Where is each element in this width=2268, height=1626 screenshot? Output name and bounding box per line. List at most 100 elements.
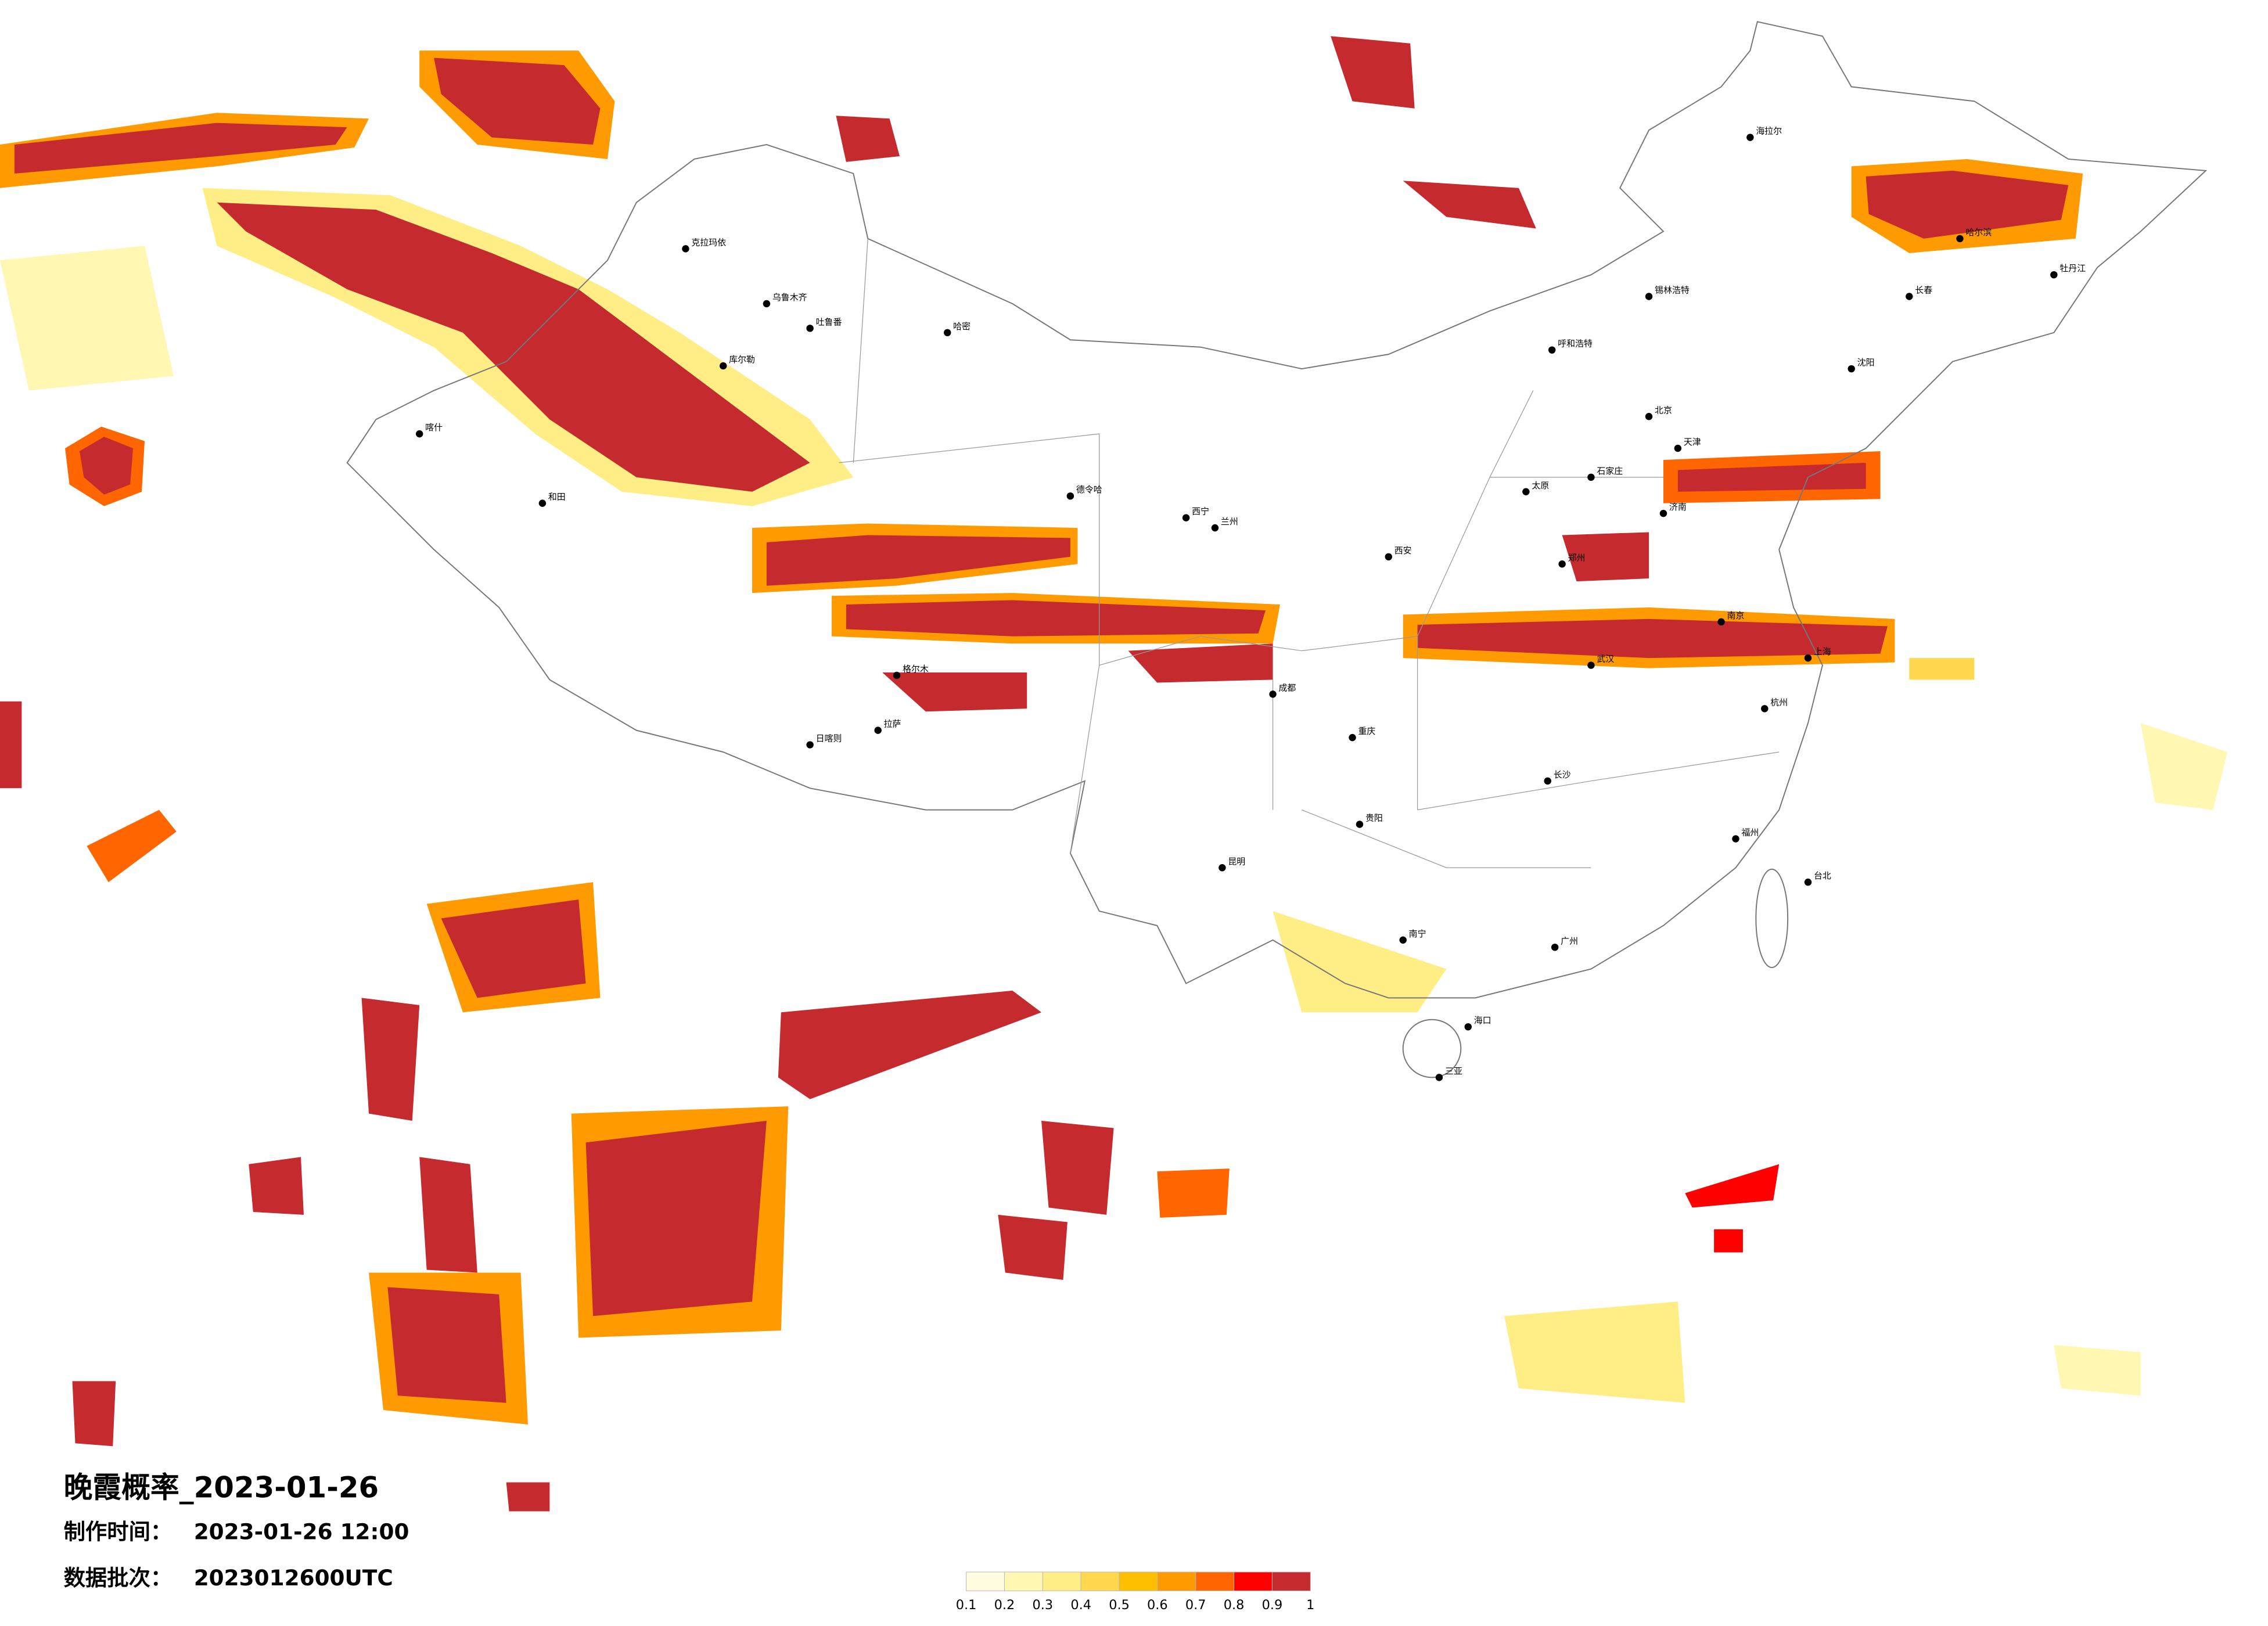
probability-area — [1909, 658, 1975, 680]
city-label: 郑州 — [1568, 552, 1586, 563]
probability-area — [1273, 911, 1447, 1013]
info-value: 2023-01-26 12:00 — [194, 1519, 409, 1544]
colorbar-bin — [1080, 1571, 1120, 1591]
city-dot — [1746, 134, 1754, 141]
city-label: 长春 — [1915, 285, 1932, 296]
city-dot — [806, 325, 814, 332]
city-label: 成都 — [1279, 682, 1296, 693]
probability-area — [1562, 532, 1649, 582]
city-label: 锡林浩特 — [1655, 285, 1690, 296]
probability-area — [2054, 1345, 2141, 1396]
city-dot — [1464, 1023, 1472, 1031]
probability-area — [836, 116, 900, 162]
city-dot — [1848, 365, 1855, 373]
city-dot — [1804, 654, 1812, 662]
probability-area — [1677, 462, 1866, 492]
city-label: 拉萨 — [884, 719, 901, 729]
probability-field — [0, 36, 2228, 1512]
city-label: 长沙 — [1554, 769, 1571, 780]
city-dot — [1399, 936, 1407, 944]
city-dot — [943, 329, 951, 337]
colorbar-bin — [1195, 1571, 1235, 1591]
probability-area — [1685, 1164, 1780, 1208]
city-dot — [1211, 524, 1219, 532]
probability-area — [1504, 1301, 1685, 1403]
colorbar-tick-label: 0.1 — [956, 1598, 977, 1613]
city-label: 兰州 — [1221, 516, 1238, 527]
map-title: 晚霞概率_2023-01-26 — [64, 1471, 379, 1505]
city-label: 沈阳 — [1857, 357, 1875, 368]
city-label: 库尔勒 — [729, 354, 755, 365]
city-label: 西安 — [1394, 545, 1412, 556]
city-label: 海口 — [1474, 1015, 1491, 1026]
city-label: 杭州 — [1770, 697, 1788, 707]
info-label: 数据批次： — [64, 1565, 172, 1591]
city-dot — [806, 741, 814, 749]
city-label: 贵阳 — [1365, 813, 1383, 823]
city-dot — [1674, 444, 1682, 452]
city-label: 石家庄 — [1597, 466, 1623, 476]
city-dot — [1761, 705, 1769, 713]
city-dot — [1587, 661, 1595, 669]
city-dot — [1645, 293, 1653, 300]
colorbar-bin — [1271, 1571, 1311, 1591]
city-label: 昆明 — [1228, 856, 1245, 866]
province-borders — [839, 238, 1780, 868]
city-dot — [1717, 618, 1725, 626]
probability-area — [72, 1381, 116, 1447]
colorbar-tick-label: 0.5 — [1109, 1598, 1130, 1613]
city-label: 济南 — [1669, 502, 1687, 512]
city-label: 南京 — [1727, 610, 1745, 621]
city-dot — [1269, 690, 1277, 698]
probability-area — [1417, 618, 1888, 659]
probability-area — [79, 437, 134, 495]
city-label: 三亚 — [1445, 1066, 1462, 1076]
city-label: 广州 — [1561, 936, 1578, 946]
city-dot — [1544, 777, 1551, 785]
colorbar-tick-label: 0.6 — [1147, 1598, 1168, 1613]
city-label: 海拉尔 — [1756, 126, 1782, 136]
city-dot — [1548, 346, 1556, 354]
probability-area — [1403, 181, 1536, 229]
probability-area — [387, 1287, 506, 1403]
colorbar-tick-label: 0.8 — [1224, 1598, 1245, 1613]
city-dot — [874, 726, 882, 734]
city-label: 吐鲁番 — [816, 316, 842, 327]
info-value: 2023012600UTC — [194, 1565, 393, 1591]
city-dot — [1645, 413, 1653, 420]
probability-area — [249, 1157, 304, 1215]
colorbar-tick-label: 0.3 — [1032, 1598, 1053, 1613]
city-dot — [893, 671, 901, 679]
city-dot — [1182, 514, 1190, 521]
probability-area — [0, 701, 22, 789]
info-label: 制作时间： — [64, 1519, 172, 1544]
city-label: 喀什 — [425, 422, 443, 433]
city-dot — [415, 430, 423, 438]
colorbar-bin — [966, 1571, 1005, 1591]
city-label: 乌鲁木齐 — [772, 292, 807, 303]
probability-area — [1331, 36, 1415, 109]
probability-area — [1041, 1121, 1114, 1215]
city-dot — [1066, 492, 1074, 500]
probability-area — [585, 1121, 767, 1316]
probability-area — [419, 1157, 477, 1273]
hainan-outline — [1402, 1019, 1462, 1078]
city-dot — [2050, 271, 2058, 279]
city-dot — [1956, 235, 1964, 243]
city-dot — [1435, 1074, 1443, 1081]
probability-area — [882, 672, 1027, 712]
city-label: 台北 — [1814, 870, 1831, 881]
probability-area — [361, 998, 420, 1121]
city-dot — [1558, 560, 1566, 568]
colorbar-tick-label: 1 — [1306, 1598, 1314, 1613]
city-dot — [719, 362, 727, 370]
colorbar-bin — [1157, 1571, 1196, 1591]
probability-area — [2140, 723, 2228, 810]
taiwan-outline — [1755, 868, 1789, 969]
probability-area — [434, 57, 601, 145]
probability-area — [1157, 1168, 1230, 1218]
city-label: 天津 — [1684, 437, 1701, 447]
